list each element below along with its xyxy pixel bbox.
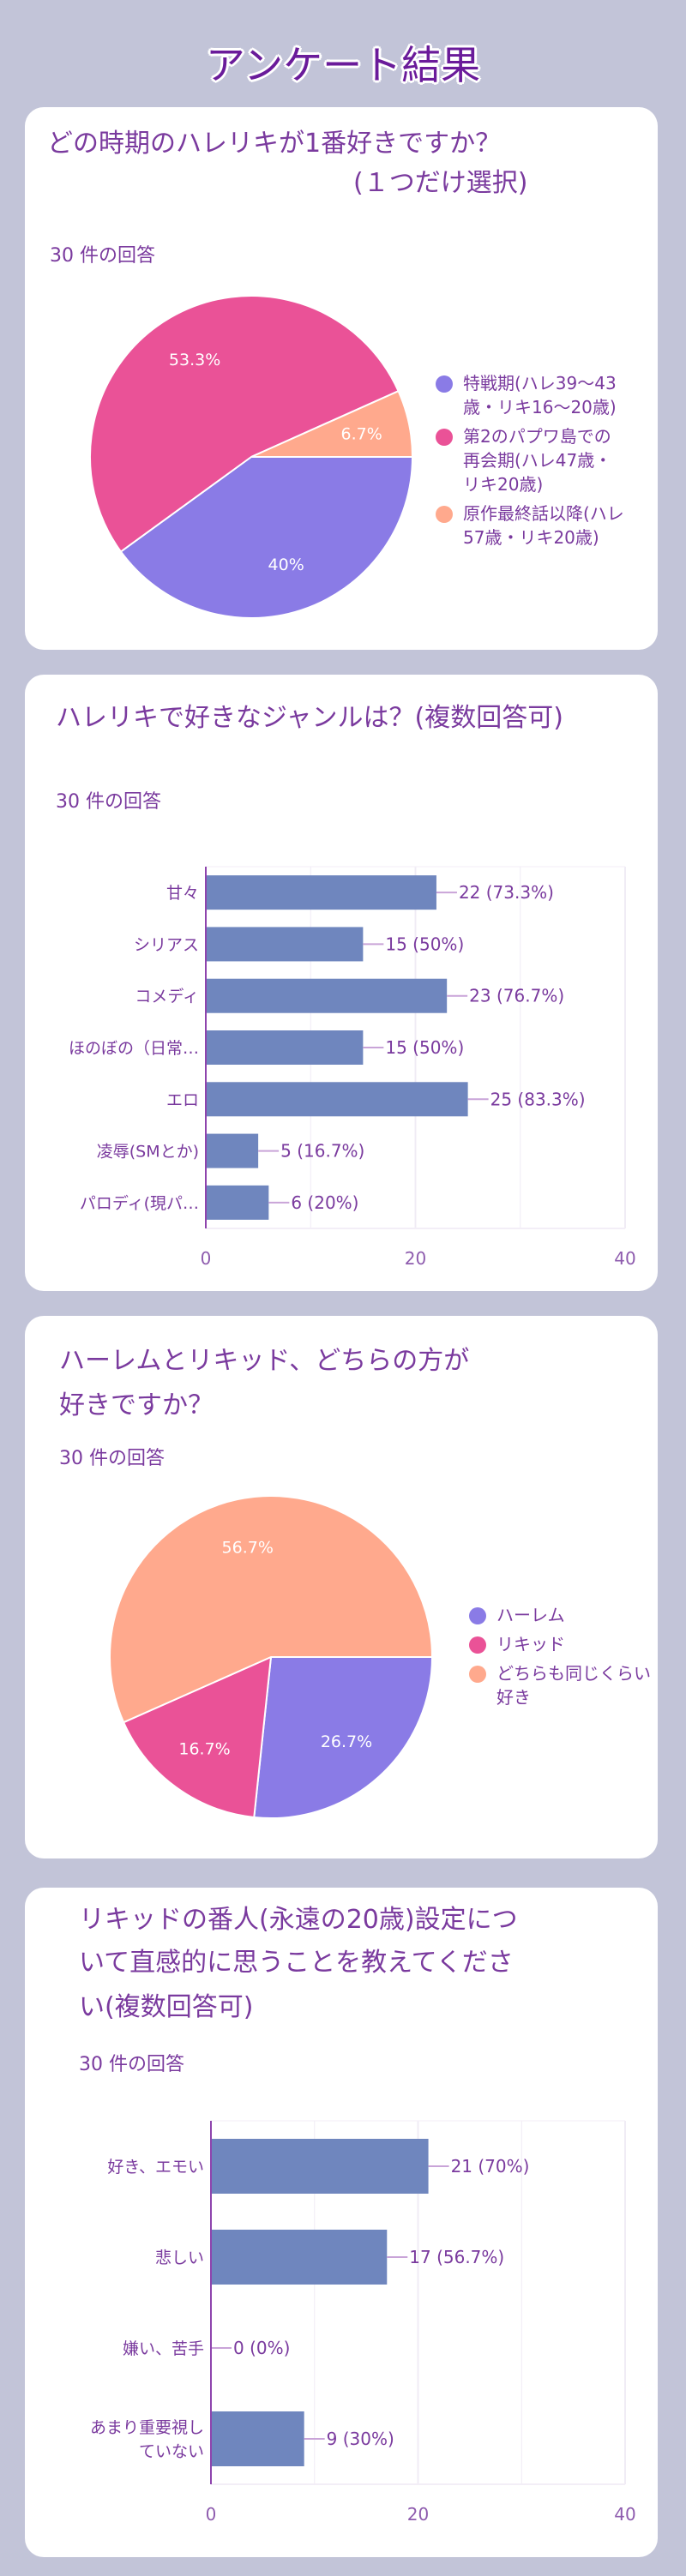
pie-slice — [119, 456, 414, 619]
bar — [211, 2139, 429, 2194]
chart-legend: ハーレムリキッドどちらも同じくらい 好き — [469, 1603, 653, 1714]
pie-chart: 40% 53.3% 6.7% — [89, 295, 414, 619]
category-label: パロディ(現パ… — [80, 1194, 199, 1213]
x-tick-label: 40 — [614, 2504, 635, 2525]
bar — [206, 978, 448, 1013]
slice-label: 26.7% — [321, 1732, 372, 1751]
legend-item: 特戦期(ハレ39〜43 歳・リキ16〜20歳) — [436, 371, 650, 419]
legend-item: リキッド — [469, 1632, 653, 1656]
data-label: 15 (50%) — [385, 1037, 464, 1058]
category-label: あまり重要視し — [90, 2418, 204, 2437]
legend-label: 原作最終話以降(ハレ — [463, 503, 624, 524]
question-title-line3: い(複数回答可) — [79, 1992, 254, 2022]
question-title: どの時期のハレリキが1番好きですか？ — [47, 129, 502, 159]
x-tick-label: 20 — [407, 2504, 429, 2525]
bar — [211, 2411, 304, 2466]
slice-label: 56.7% — [222, 1538, 274, 1557]
data-label: 21 (70%) — [451, 2156, 530, 2177]
response-count: 30 件の回答 — [56, 791, 161, 813]
bar-chart: 21 (70%) 好き、エモい 17 (56.7%) 悲しい 0 (0%) 嫌い、苦手 9 … — [90, 2120, 636, 2525]
legend-item: 第2のパプワ島での 再会期(ハレ47歳・ リキ20歳) — [436, 424, 650, 496]
response-count: 30 件の回答 — [59, 1448, 165, 1469]
bar — [206, 875, 436, 910]
legend-swatch-icon — [469, 1666, 486, 1683]
question-card-guardian: リキッドの番人(永遠の20歳)設定につ いて直感的に思うことを教えてくださ い(… — [25, 1888, 658, 2557]
pie-slice — [89, 295, 400, 553]
legend-swatch-icon — [436, 429, 453, 446]
slice-label: 53.3% — [169, 351, 220, 369]
data-label: 5 (16.7%) — [280, 1141, 364, 1162]
legend-label: リキ20歳) — [463, 474, 544, 495]
data-label: 9 (30%) — [327, 2429, 394, 2449]
legend-item: どちらも同じくらい 好き — [469, 1661, 653, 1709]
category-label: ていない — [139, 2442, 204, 2461]
legend-label: どちらも同じくらい — [496, 1663, 651, 1684]
question-title: ハーレムとリキッド、どちらの方が — [59, 1346, 470, 1376]
bar — [211, 2230, 388, 2285]
legend-label: 第2のパプワ島での — [463, 426, 611, 447]
legend-swatch-icon — [436, 506, 453, 523]
data-label: 0 (0%) — [233, 2338, 290, 2358]
legend-label: 好き — [496, 1687, 531, 1708]
question-title-line2: いて直感的に思うことを教えてくださ — [79, 1948, 514, 1978]
bar — [206, 1185, 269, 1220]
legend-label: ハーレム — [496, 1605, 565, 1625]
category-label: 嫌い、苦手 — [123, 2339, 204, 2358]
data-label: 25 (83.3%) — [490, 1089, 586, 1109]
question-title-line2: 好きですか？ — [59, 1390, 214, 1420]
question-title: ハレリキで好きなジャンルは？(複数回答可) — [56, 703, 563, 733]
category-label: ほのぼの（日常… — [69, 1039, 199, 1058]
x-tick-label: 0 — [206, 2504, 217, 2525]
legend-item: ハーレム — [469, 1603, 653, 1627]
category-label: 甘々 — [166, 884, 199, 903]
pie-chart: 26.7% 16.7% 56.7% — [109, 1495, 434, 1819]
bar — [206, 1030, 364, 1065]
question-card-genre: ハレリキで好きなジャンルは？(複数回答可) 30 件の回答 22 (73.3%)… — [25, 675, 658, 1291]
category-label: エロ — [166, 1090, 199, 1109]
legend-label: 57歳・リキ20歳) — [463, 527, 599, 548]
x-tick-label: 20 — [405, 1248, 426, 1269]
legend-swatch-icon — [436, 375, 453, 393]
category-label: 好き、エモい — [107, 2158, 204, 2177]
data-label: 15 (50%) — [385, 934, 464, 954]
pie-slice — [250, 389, 414, 458]
legend-label: 特戦期(ハレ39〜43 — [463, 373, 617, 393]
page-title: アンケート結果 — [205, 42, 481, 88]
legend-label: 再会期(ハレ47歳・ — [463, 450, 612, 471]
slice-label: 16.7% — [178, 1739, 230, 1758]
legend-swatch-icon — [469, 1607, 486, 1624]
x-tick-label: 40 — [614, 1248, 635, 1269]
legend-item: 原作最終話以降(ハレ 57歳・リキ20歳) — [436, 501, 650, 549]
pie-slice — [253, 1656, 434, 1819]
pie-slice — [109, 1495, 434, 1724]
category-label: 悲しい — [155, 2249, 204, 2267]
chart-legend: 特戦期(ハレ39〜43 歳・リキ16〜20歳) 第2のパプワ島での 再会期(ハレ47歳… — [436, 371, 650, 555]
data-label: 6 (20%) — [291, 1192, 358, 1213]
category-label: コメディ — [135, 988, 199, 1006]
question-title-line2: (１つだけ選択) — [353, 168, 528, 198]
category-label: シリアス — [134, 935, 199, 954]
data-label: 22 (73.3%) — [459, 882, 554, 903]
response-count: 30 件の回答 — [79, 2054, 184, 2075]
legend-label: 歳・リキ16〜20歳) — [463, 397, 617, 417]
category-label: 凌辱(SMとか) — [97, 1143, 199, 1162]
slice-label: 6.7% — [341, 425, 382, 444]
x-tick-label: 0 — [201, 1248, 212, 1269]
response-count: 30 件の回答 — [50, 245, 155, 267]
bar — [206, 927, 364, 962]
question-card-period: どの時期のハレリキが1番好きですか？ (１つだけ選択) 30 件の回答 40% 5… — [25, 107, 658, 650]
legend-swatch-icon — [469, 1636, 486, 1654]
data-label: 17 (56.7%) — [409, 2247, 504, 2267]
bar — [206, 1082, 468, 1117]
question-card-preference: ハーレムとリキッド、どちらの方が 好きですか？ 30 件の回答 26.7% 16.… — [25, 1316, 658, 1858]
legend-label: リキッド — [496, 1634, 565, 1654]
question-title: リキッドの番人(永遠の20歳)設定につ — [79, 1905, 518, 1935]
bar-chart: 22 (73.3%) 甘々 15 (50%) シリアス 23 (76.7%) コメディ 15… — [69, 866, 636, 1269]
bar — [206, 1133, 259, 1168]
slice-label: 40% — [268, 555, 304, 574]
data-label: 23 (76.7%) — [469, 986, 564, 1006]
pie-slice — [122, 1655, 273, 1819]
